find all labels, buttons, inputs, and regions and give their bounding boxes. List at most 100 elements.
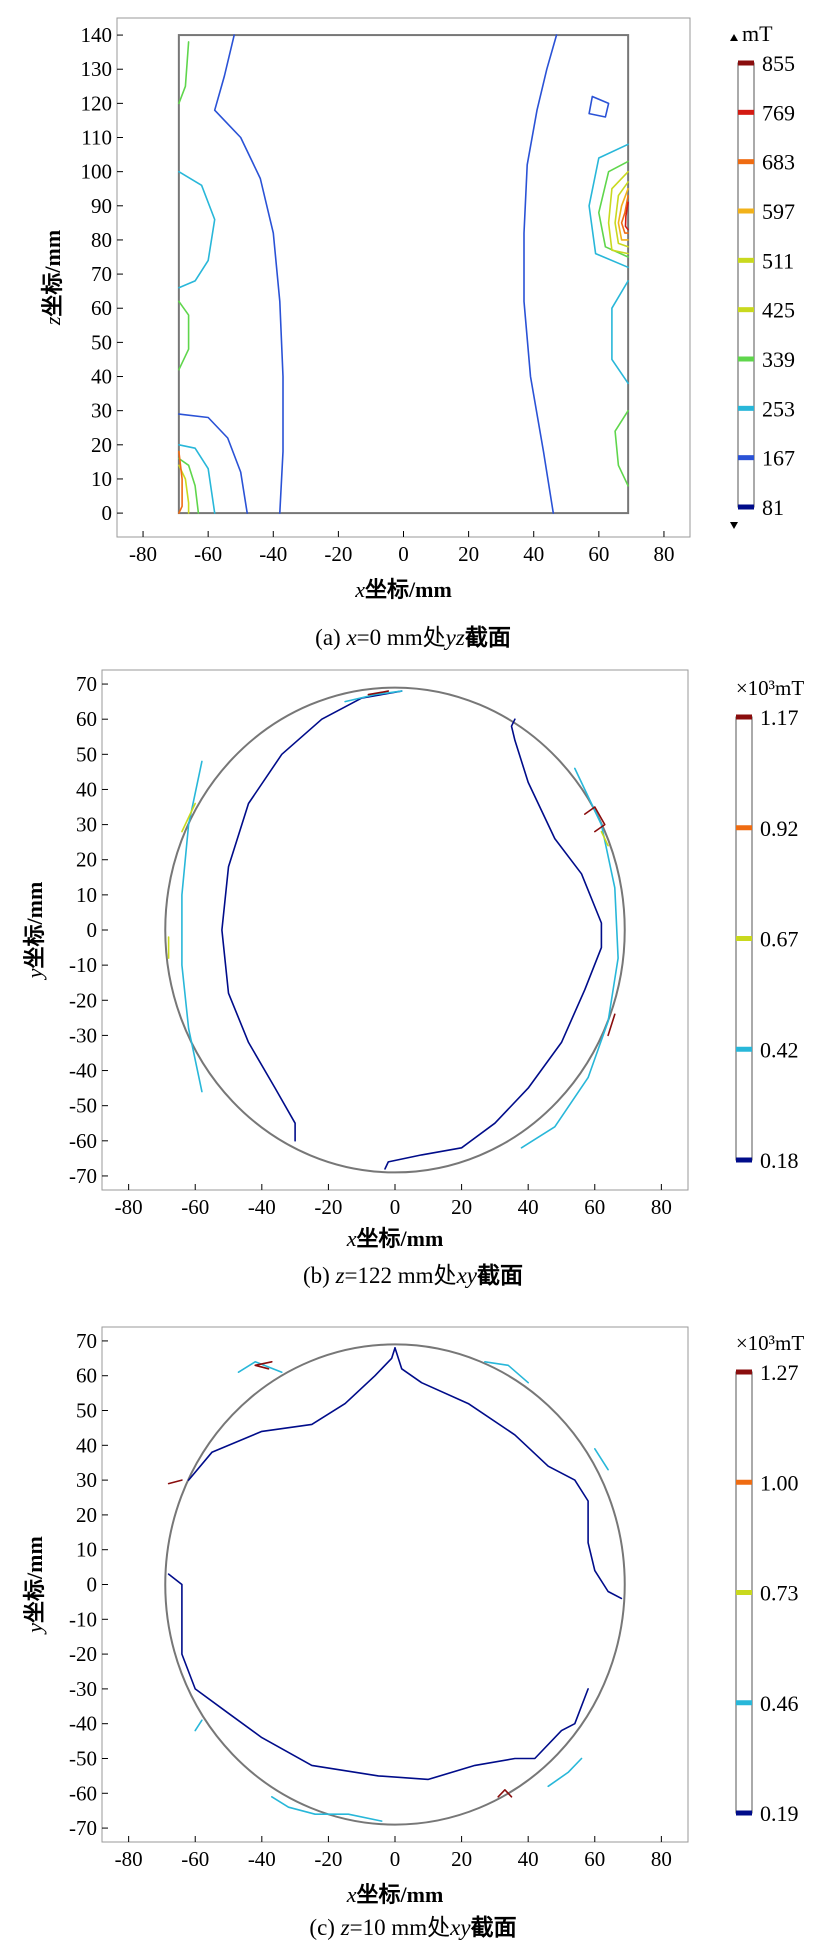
caption-plane: yz xyxy=(444,625,465,650)
contour-line xyxy=(523,34,558,514)
panel-caption: (b) z=122 mm处xy截面 xyxy=(303,1263,523,1288)
y-tick-label: 40 xyxy=(76,1433,97,1457)
y-tick-label: 20 xyxy=(76,1503,97,1527)
contour-line xyxy=(167,1573,589,1781)
contour-line xyxy=(178,41,190,105)
y-axis-label: y坐标/mm xyxy=(22,882,47,981)
contour-line xyxy=(614,409,629,487)
y-tick-label: -10 xyxy=(69,1607,97,1631)
contour-line xyxy=(178,457,200,514)
colorbar-level-swatch xyxy=(736,1479,752,1485)
x-tick-label: -80 xyxy=(115,1847,143,1871)
y-tick-label: 120 xyxy=(81,91,113,115)
caption-var: z xyxy=(340,1915,350,1940)
domain-boundary xyxy=(164,686,626,1174)
y-tick-label: 20 xyxy=(91,433,112,457)
x-tick-label: -20 xyxy=(314,1847,342,1871)
y-axis-label: z坐标/mm xyxy=(40,230,65,326)
colorbar-level-swatch xyxy=(736,1700,752,1706)
x-tick-label: 0 xyxy=(390,1847,401,1871)
y-tick-label: 50 xyxy=(91,330,112,354)
contour-line xyxy=(271,1796,383,1822)
contour-line xyxy=(611,280,629,385)
contour-line xyxy=(178,300,190,371)
colorbar-level-swatch xyxy=(736,1590,752,1595)
x-tick-label: -80 xyxy=(115,1195,143,1219)
contour-line xyxy=(187,1347,396,1481)
contour-line xyxy=(584,806,606,833)
y-tick-label: -20 xyxy=(69,1642,97,1666)
y-tick-label: -60 xyxy=(69,1781,97,1805)
colorbar-level-swatch xyxy=(738,356,754,362)
caption-rest: =10 mm处 xyxy=(350,1915,451,1940)
y-tick-label: 30 xyxy=(76,813,97,837)
colorbar-tick-label: 253 xyxy=(762,396,795,421)
contour-line xyxy=(237,1361,283,1373)
contour-line xyxy=(624,201,629,231)
contour-line xyxy=(620,194,629,234)
y-tick-label: -60 xyxy=(69,1129,97,1153)
colorbar-tick-label: 597 xyxy=(762,199,795,224)
contour-line xyxy=(213,34,284,514)
colorbar-unit: ×10³mT xyxy=(736,1331,804,1355)
colorbar-level-swatch xyxy=(738,307,754,313)
chart-panel-c: -80 -60 -40 -20 0 20 40 60 80 -70 -60 -50 -40 -30 -20 -… xyxy=(22,1326,804,1940)
contour-line xyxy=(178,444,216,514)
colorbar-tick-label: 0.18 xyxy=(760,1148,799,1173)
y-tick-label: 70 xyxy=(76,672,97,696)
y-tick-label: 100 xyxy=(81,160,113,184)
colorbar-tick-label: 0.46 xyxy=(760,1691,799,1716)
colorbar-level-swatch xyxy=(736,1157,752,1163)
caption-suffix: 截面 xyxy=(465,625,511,650)
y-tick-label: -50 xyxy=(69,1746,97,1770)
colorbar-tick-label: 425 xyxy=(762,298,795,323)
x-tick-label: 60 xyxy=(584,1195,605,1219)
y-tick-label: 0 xyxy=(87,918,98,942)
contour-line xyxy=(194,1719,203,1732)
y-tick-label: -70 xyxy=(69,1816,97,1840)
caption-var: x xyxy=(345,625,357,650)
colorbar-tick-label: 1.00 xyxy=(760,1470,799,1495)
colorbar-level-swatch xyxy=(738,159,754,165)
x-tick-label: 20 xyxy=(458,542,479,566)
contour-line xyxy=(588,143,629,269)
plot-area-frame xyxy=(116,17,691,538)
x-axis-text: 坐标/mm xyxy=(357,1882,444,1907)
y-tick-label: 60 xyxy=(76,707,97,731)
y-tick-label: 50 xyxy=(76,742,97,766)
colorbar-tick-label: 769 xyxy=(762,100,795,125)
colorbar-tick-label: 1.17 xyxy=(760,705,799,730)
contour-line xyxy=(600,830,609,847)
colorbar-level-swatch xyxy=(736,936,752,941)
colorbar-level-swatch xyxy=(736,1369,752,1375)
x-axis-text: 坐标/mm xyxy=(357,1226,444,1251)
y-tick-label: -40 xyxy=(69,1712,97,1736)
contour-line xyxy=(181,802,196,833)
chart-panel-a: -80 -60 -40 -20 0 20 40 60 80 0 10 20 30 40 50 60 70 80 90… xyxy=(40,17,795,650)
y-tick-label: 40 xyxy=(76,777,97,801)
plot-area-frame xyxy=(101,669,689,1191)
chart-panel-b: -80 -60 -40 -20 0 20 40 60 80 -70 -60 -50 -40 -30 -20 -… xyxy=(22,669,804,1288)
x-tick-label: -80 xyxy=(129,542,157,566)
y-tick-label: 20 xyxy=(76,848,97,872)
caption-prefix: (a) xyxy=(315,625,346,650)
colorbar-level-swatch xyxy=(738,504,754,510)
x-axis-variable: x xyxy=(346,1882,357,1907)
colorbar xyxy=(737,62,755,508)
x-tick-label: 60 xyxy=(588,542,609,566)
panel-caption: (c) z=10 mm处xy截面 xyxy=(309,1915,516,1940)
contour-line xyxy=(617,187,629,241)
colorbar-level-swatch xyxy=(736,825,752,831)
caption-prefix: (c) xyxy=(309,1915,340,1940)
x-tick-label: -60 xyxy=(181,1195,209,1219)
contour-line xyxy=(547,1757,583,1788)
domain-boundary xyxy=(177,34,630,515)
contour-line xyxy=(607,170,629,255)
x-axis-variable: x xyxy=(354,577,365,602)
y-tick-label: 30 xyxy=(76,1468,97,1492)
colorbar-tick-label: 339 xyxy=(762,347,795,372)
contour-line xyxy=(178,170,216,289)
x-tick-label: -60 xyxy=(194,542,222,566)
caption-rest: =0 mm处 xyxy=(357,625,446,650)
